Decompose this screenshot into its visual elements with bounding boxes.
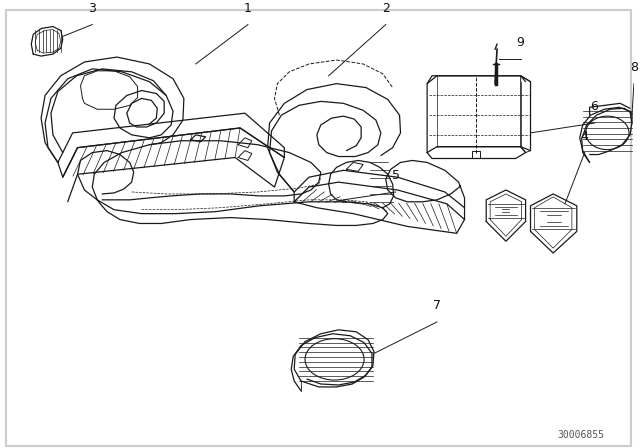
Text: 30006855: 30006855 bbox=[557, 430, 604, 440]
Text: 8: 8 bbox=[630, 61, 638, 74]
Text: 5: 5 bbox=[392, 169, 399, 182]
Text: 9: 9 bbox=[516, 36, 525, 49]
Text: 6: 6 bbox=[591, 100, 598, 113]
Text: 2: 2 bbox=[382, 2, 390, 15]
Text: 1: 1 bbox=[244, 2, 252, 15]
Text: 4: 4 bbox=[580, 130, 589, 143]
Text: 7: 7 bbox=[433, 299, 441, 312]
Text: 3: 3 bbox=[88, 2, 96, 15]
